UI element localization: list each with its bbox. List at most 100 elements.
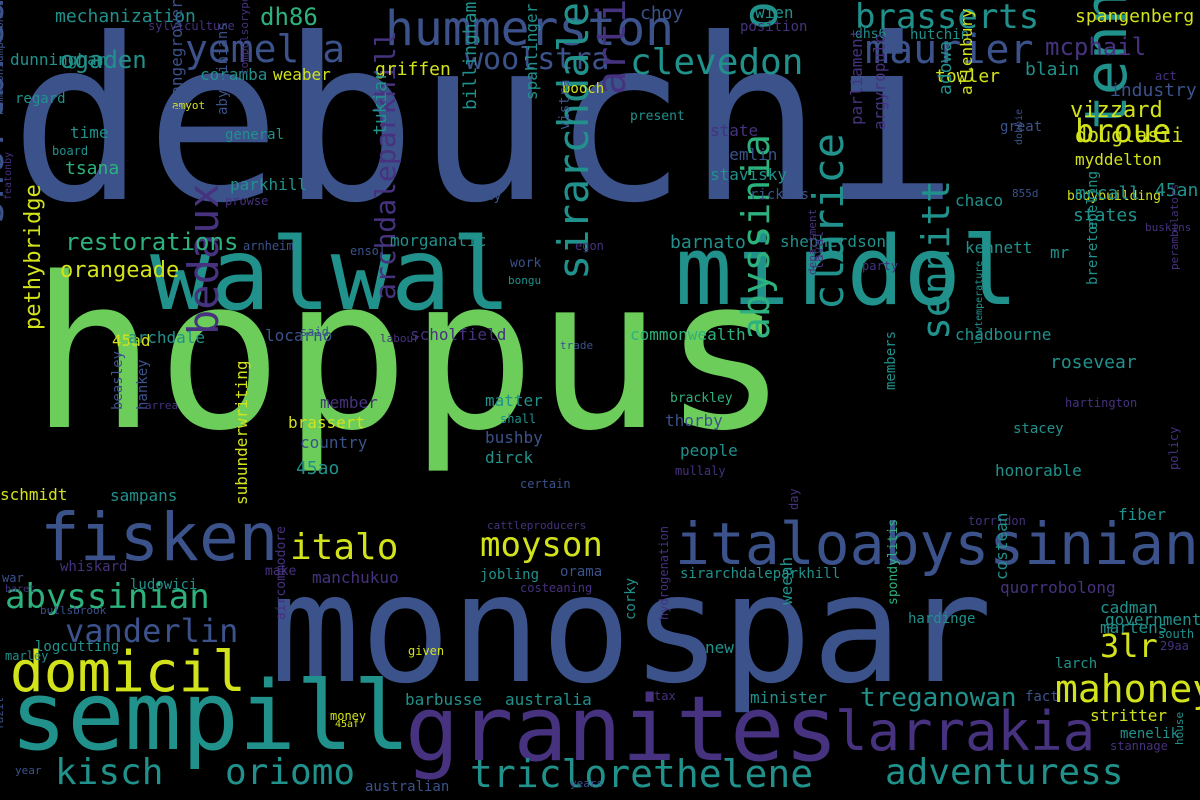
word-whiskard: whiskard [60,559,128,575]
word-regard: regard [15,91,66,107]
word-egon: egon [575,239,604,253]
word-compulsorypooling: compulsorypooling [238,0,251,75]
word-shall: shall [500,412,537,426]
word-bedaux: bedaux [179,183,228,335]
word-sampans: sampans [110,486,178,505]
word-kisch: kisch [55,752,164,793]
word-larrakia: larrakia [835,700,1096,763]
word-work: work [510,256,542,271]
word-brassert: brassert [288,413,366,432]
word-present: present [630,109,685,124]
word-orama: orama [560,564,603,580]
word-bushby: bushby [485,428,543,447]
word-general: general [225,127,285,143]
word-orangegrowers: orangegrowers [167,0,186,115]
word-costean: costean [992,512,1011,580]
word-29aa: 29aa [1160,639,1189,653]
word-3lr: 3lr [1100,627,1158,665]
word-spahlinger: spahlinger [522,3,541,100]
word-vanderlin: vanderlin [65,612,239,650]
word-abyssinian: abyssinian [5,577,210,617]
word-time: time [70,123,109,142]
word-industry: industry [1110,80,1197,101]
word-45ad: 45ad [112,331,151,350]
word-prowse: prowse [225,194,269,208]
word-quorrobolong: quorrobolong [1000,578,1116,597]
word-years: years [570,777,604,790]
word-marley: marley [5,649,49,663]
word-broue: broue [1075,112,1172,150]
word-mirdol: mirdol [675,217,1019,327]
word-thorby: thorby [665,411,723,430]
word-hartington: hartington [1065,396,1138,410]
word-monospar: monospar [270,543,993,717]
word-torridon: torridon [968,514,1026,528]
word-brereton: brereton [1085,217,1101,285]
word-stritter: stritter [1090,706,1168,725]
word-new: new [705,638,734,657]
word-policy: policy [1167,426,1181,470]
word-choy: choy [640,3,684,24]
word-manchukuo: manchukuo [312,568,399,587]
word-kennett: kennett [965,238,1033,257]
word-matter: matter [485,391,543,410]
word-state: state [710,121,759,140]
word-triclorethelene: triclorethelene [470,752,814,796]
word-honorable: honorable [995,461,1082,480]
word-booch: booch [562,81,605,97]
word-coramba: coramba [200,65,268,84]
word-country: country [300,433,368,452]
word-fiber: fiber [1118,505,1167,524]
word-ensol: ensol [350,244,387,258]
word-members: members [883,330,899,390]
word-allenbury: allenbury [957,8,976,95]
word-dobbie: dobbie [1014,108,1025,145]
word-larch: larch [1055,656,1098,672]
word-weeah: weeah [777,556,796,605]
word-hardinge: hardinge [908,611,976,627]
word-arrea: arrea [145,399,179,412]
word-oriomo: oriomo [225,752,356,793]
word-house: house [1173,711,1186,745]
word-menelik: menelik [1120,726,1180,742]
word-people: people [680,441,738,460]
word-cattleproducers: cattleproducers [487,519,587,532]
word-sennitt: sennitt [914,179,958,340]
word-maurier: maurier [865,27,1034,73]
word-billingham: billingham [460,1,481,110]
word-amyot: amyot [172,99,206,112]
word-hydrogenation: hydrogenation [657,526,671,620]
word-party: party [862,259,899,273]
word-yemelba: yemelba [185,27,346,71]
word-clevedon: clevedon [630,42,804,83]
word-ludowici: ludowici [130,577,198,593]
word-hankey: hankey [135,359,151,410]
word-barbusse: barbusse [405,690,483,709]
word-towler: towler [935,66,1001,87]
word-debuchi: debuchi [10,0,959,253]
word-brackley: brackley [670,391,733,406]
word-parkhill: parkhill [230,175,308,194]
word-scholfield: scholfield [410,325,507,344]
word-sirarchdaleparkhill: sirarchdaleparkhill [680,566,841,582]
word-stacey: stacey [1013,421,1064,437]
word-domicil: domicil [10,640,247,705]
word-position: position [740,19,808,35]
word-arnheim: arnheim [243,239,294,253]
word-mr: mr [1050,243,1070,262]
word-bodybuilding: bodybuilding [1067,189,1161,204]
word-vistra: vistra [557,79,573,130]
word-restorations: restorations [65,228,239,256]
word-fazil: fazil [0,696,6,730]
word-morganatic: morganatic [390,231,487,250]
word-beasley: beasley [110,350,126,410]
word-mccall: mccall [1075,183,1141,204]
word-aircommodore: aircommodore [274,526,289,620]
word-corky: corky [623,577,639,620]
word-rickets: rickets [750,187,810,203]
word-myddelton: myddelton [1075,150,1162,169]
word-walwal: walwal [150,216,512,333]
word-fisken: fisken [40,499,279,576]
word-homeconsumption: homeconsumption [0,15,6,115]
